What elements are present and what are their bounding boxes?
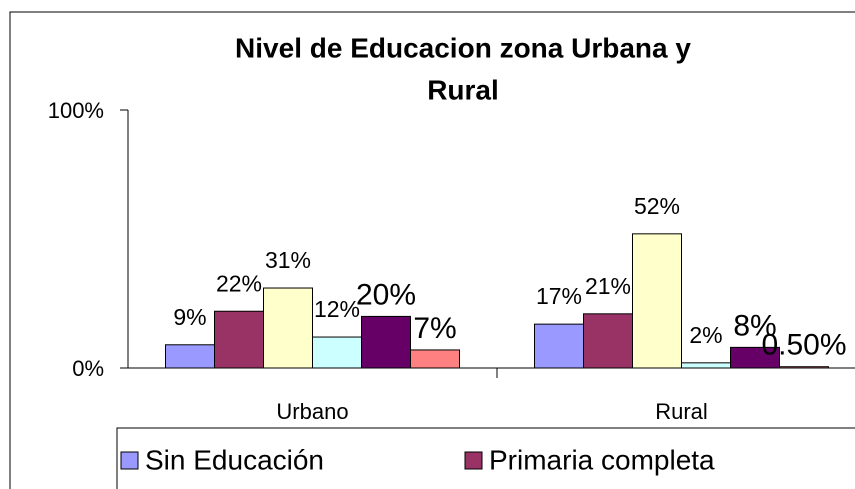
bar [779, 366, 829, 369]
y-tick-label: 100% [48, 98, 104, 123]
chart-title-line: Rural [427, 74, 499, 105]
bar [534, 323, 584, 369]
data-label: 9% [173, 304, 206, 330]
bar [214, 310, 264, 369]
x-tick-label: Rural [655, 399, 708, 424]
bar [312, 336, 362, 369]
legend-swatch [464, 451, 483, 470]
bar [410, 349, 460, 369]
data-label: 20% [356, 278, 416, 311]
chart-border [9, 11, 855, 489]
bar [165, 344, 215, 369]
legend-label: Primaria completa [489, 444, 715, 475]
data-label: 0.50% [761, 329, 846, 362]
data-label: 17% [536, 283, 582, 309]
data-label: 2% [689, 322, 722, 348]
data-label: 21% [585, 273, 631, 299]
x-tick-label: Urbano [276, 399, 348, 424]
data-label: 8% [733, 309, 776, 342]
data-label: 22% [216, 270, 262, 296]
bar [583, 313, 633, 369]
legend-swatch [120, 451, 139, 470]
bar [263, 287, 313, 369]
y-tick-label: 0% [72, 356, 104, 381]
bar [632, 233, 682, 369]
bar [730, 346, 780, 369]
data-label: 31% [265, 247, 311, 273]
bar [681, 362, 731, 369]
data-label: 52% [634, 193, 680, 219]
legend-box [116, 427, 855, 489]
chart-title: Nivel de Educacion zona Urbana y [235, 32, 691, 63]
data-label: 7% [413, 312, 456, 345]
legend-label: Sin Educación [145, 444, 324, 475]
data-label: 12% [314, 296, 360, 322]
bar [361, 315, 411, 369]
